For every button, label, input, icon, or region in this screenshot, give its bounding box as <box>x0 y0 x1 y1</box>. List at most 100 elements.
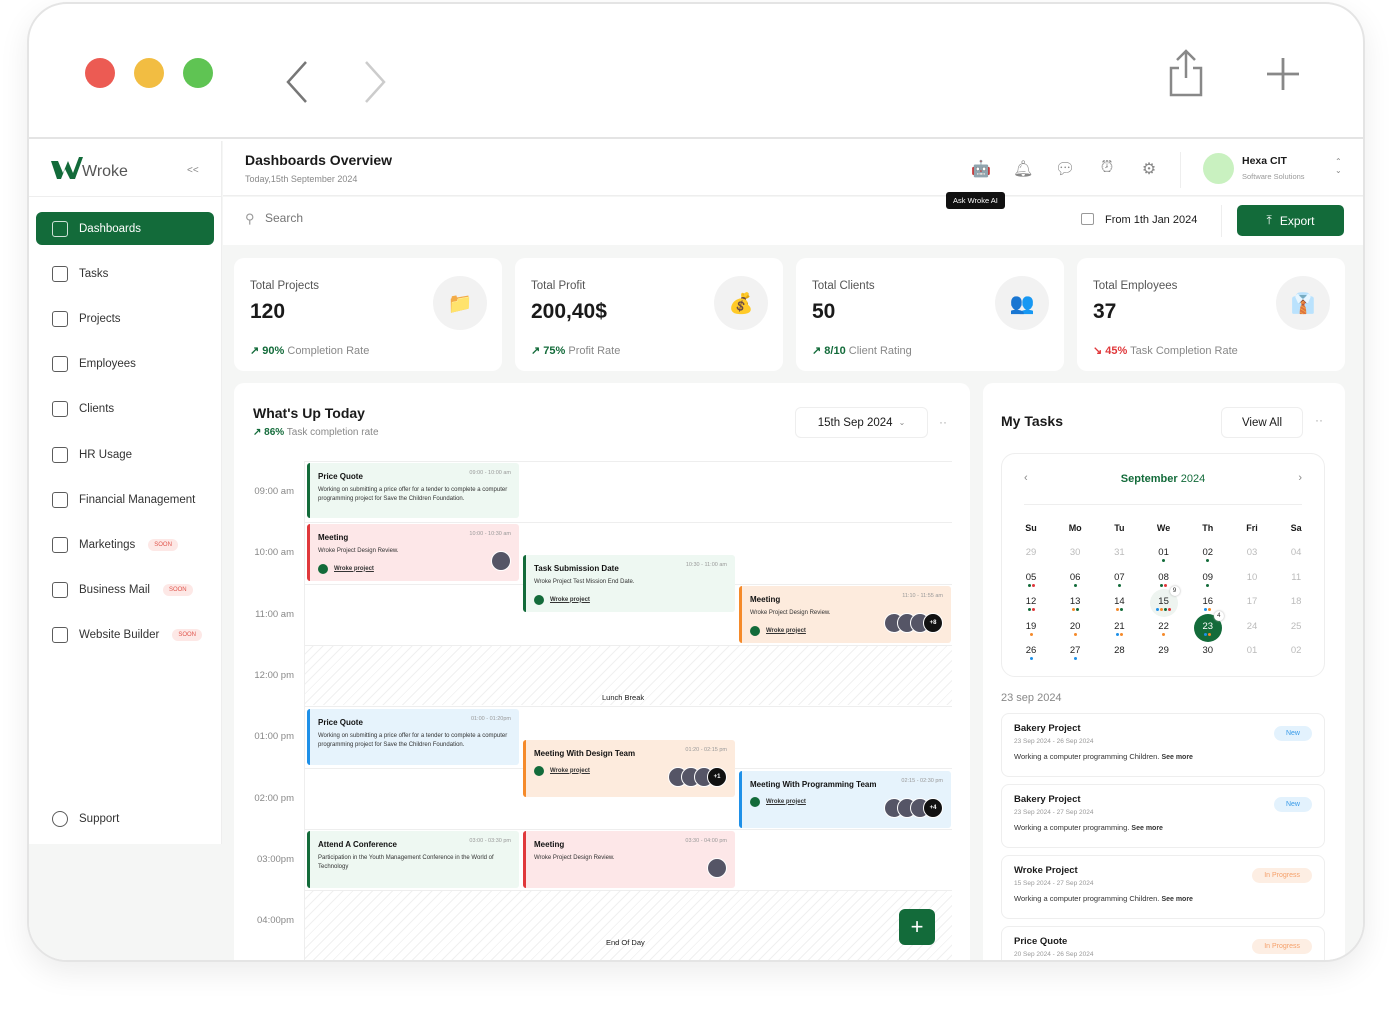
task-card[interactable]: Wroke Project 15 Sep 2024 - 27 Sep 2024 Wo… <box>1001 855 1325 919</box>
date-select[interactable]: 15th Sep 2024 ⌄ <box>795 407 928 438</box>
event-card[interactable]: 03:00 - 03:30 pm Attend A Conference Parti… <box>307 831 519 888</box>
minimize-window-button[interactable] <box>134 58 164 88</box>
prev-month-button[interactable]: ‹ <box>1024 472 1028 484</box>
calendar-day[interactable]: 23 4 <box>1193 610 1224 642</box>
calendar-day[interactable]: 30 <box>1193 645 1223 660</box>
maximize-window-button[interactable] <box>183 58 213 88</box>
see-more-link[interactable]: See more <box>1161 754 1193 761</box>
bell-icon[interactable]: 🔔︎ <box>1013 161 1034 178</box>
event-card[interactable]: 01:00 - 01:20pm Price Quote Working on sub… <box>307 709 519 765</box>
robot-ai-icon[interactable]: 🤖 <box>971 161 991 178</box>
see-more-link[interactable]: See more <box>1161 896 1193 903</box>
calendar-day[interactable]: 02 <box>1193 547 1223 562</box>
calendar-day[interactable]: 07 <box>1104 572 1134 587</box>
sidebar-item-financial-management[interactable]: Financial Management <box>36 483 214 516</box>
day-number: 13 <box>1069 596 1081 607</box>
next-month-button[interactable]: › <box>1298 472 1302 484</box>
sidebar-item-business-mail[interactable]: Business Mail SOON <box>36 574 214 607</box>
more-options-icon[interactable]: ·· <box>939 415 947 429</box>
event-card[interactable]: 01:20 - 02:15 pm Meeting With Design Team… <box>523 740 735 797</box>
sidebar-item-dashboards[interactable]: Dashboards <box>36 212 214 245</box>
export-button[interactable]: ⤒ Export <box>1237 205 1344 236</box>
task-card[interactable]: Bakery Project 23 Sep 2024 - 27 Sep 2024 W… <box>1001 784 1325 848</box>
sidebar-item-employees[interactable]: Employees <box>36 348 214 381</box>
calendar-day[interactable]: 18 <box>1281 596 1311 611</box>
alarm-clock-icon[interactable]: ⏰︎ <box>1100 159 1114 176</box>
company-avatar[interactable] <box>1203 153 1234 184</box>
calendar-day[interactable]: 30 <box>1060 547 1090 562</box>
calendar-day[interactable]: 01 <box>1237 645 1267 660</box>
calendar-day[interactable]: 29 <box>1016 547 1046 562</box>
share-icon[interactable] <box>1167 48 1205 98</box>
calendar-day[interactable]: 31 <box>1104 547 1134 562</box>
calendar-day[interactable]: 24 <box>1237 621 1267 636</box>
plus-icon[interactable] <box>1265 56 1301 92</box>
calendar-day[interactable]: 25 <box>1281 621 1311 636</box>
calendar-day[interactable]: 27 <box>1060 645 1090 660</box>
calendar-day[interactable]: 28 <box>1104 645 1134 660</box>
calendar-day[interactable]: 10 <box>1237 572 1267 587</box>
event-card[interactable]: 10:00 - 10:30 am Meeting Wroke Project Des… <box>307 524 519 581</box>
calendar-day[interactable]: 12 <box>1016 596 1046 611</box>
task-card[interactable]: Bakery Project 23 Sep 2024 - 26 Sep 2024 W… <box>1001 713 1325 777</box>
event-card[interactable]: 11:10 - 11:55 am Meeting Wroke Project Des… <box>739 586 951 643</box>
sidebar-item-website-builder[interactable]: Website Builder SOON <box>36 619 214 652</box>
calendar-day[interactable]: 29 <box>1149 645 1179 660</box>
calendar-day[interactable]: 15 9 <box>1149 586 1180 617</box>
calendar-day[interactable]: 13 <box>1060 596 1090 611</box>
calendar-day[interactable]: 19 <box>1016 621 1046 636</box>
trend-up-icon: ↗ <box>250 345 263 357</box>
more-options-icon[interactable]: ·· <box>1315 413 1323 427</box>
calendar-day[interactable]: 21 <box>1104 621 1134 636</box>
project-link[interactable]: Wroke project <box>534 595 727 605</box>
calendar-day[interactable]: 02 <box>1281 645 1311 660</box>
project-link[interactable]: Wroke project <box>318 564 511 574</box>
chevron-right-icon[interactable] <box>362 60 388 104</box>
calendar-day[interactable]: 16 <box>1193 596 1223 611</box>
calendar-day[interactable]: 22 <box>1149 621 1179 636</box>
event-dot <box>1204 632 1208 636</box>
chevron-left-icon[interactable] <box>284 60 310 104</box>
event-time: 01:00 - 01:20pm <box>470 716 511 722</box>
sidebar-item-hr-usage[interactable]: HR Usage <box>36 438 214 471</box>
calendar-day[interactable]: 08 <box>1149 572 1179 587</box>
search-input[interactable] <box>265 211 565 225</box>
project-link[interactable]: Wroke project <box>750 626 943 636</box>
calendar-day[interactable]: 01 <box>1149 547 1179 562</box>
event-card[interactable]: 03:30 - 04:00 pm Meeting Wroke Project Des… <box>523 831 735 888</box>
close-window-button[interactable] <box>85 58 115 88</box>
calendar-day[interactable]: 14 <box>1104 596 1134 611</box>
calendar-day[interactable]: 09 <box>1193 572 1223 587</box>
sidebar-item-projects[interactable]: Projects <box>36 302 214 335</box>
hour-label: 11:00 am <box>255 608 294 620</box>
project-link[interactable]: Wroke project <box>750 797 943 807</box>
event-time: 10:00 - 10:30 am <box>469 531 511 537</box>
see-more-link[interactable]: See more <box>1131 825 1163 832</box>
calendar-day[interactable]: 26 <box>1016 645 1046 660</box>
event-card[interactable]: 10:30 - 11:00 am Task Submission Date Wrok… <box>523 555 735 612</box>
project-link[interactable]: Wroke project <box>534 766 727 776</box>
view-all-button[interactable]: View All <box>1221 407 1303 438</box>
calendar-day[interactable]: 06 <box>1060 572 1090 587</box>
event-card[interactable]: 09:00 - 10:00 am Price Quote Working on su… <box>307 463 519 518</box>
sidebar-item-marketings[interactable]: Marketings SOON <box>36 528 214 561</box>
calendar-day[interactable]: 04 <box>1281 547 1311 562</box>
add-event-button[interactable]: + <box>899 909 935 945</box>
calendar-day[interactable]: 20 <box>1060 621 1090 636</box>
task-card[interactable]: Price Quote 20 Sep 2024 - 26 Sep 2024 In … <box>1001 926 1325 960</box>
event-time: 03:00 - 03:30 pm <box>469 838 511 844</box>
date-range-filter[interactable]: From 1th Jan 2024 <box>1105 214 1198 226</box>
stat-illustration-icon: 👔 <box>1276 276 1330 330</box>
collapse-sidebar-button[interactable]: << <box>187 165 199 176</box>
chat-icon[interactable]: 💬︎ <box>1055 161 1076 178</box>
account-switch-icon[interactable]: ⌃ ⌄ <box>1335 157 1342 175</box>
event-card[interactable]: 02:15 - 02:30 pm Meeting With Programming… <box>739 771 951 828</box>
sidebar-item-support[interactable]: Support <box>36 802 214 835</box>
gear-icon[interactable]: ⚙ <box>1141 161 1157 178</box>
calendar-day[interactable]: 17 <box>1237 596 1267 611</box>
sidebar-item-clients[interactable]: Clients <box>36 393 214 426</box>
sidebar-item-tasks[interactable]: Tasks <box>36 257 214 290</box>
calendar-day[interactable]: 03 <box>1237 547 1267 562</box>
calendar-day[interactable]: 11 <box>1281 572 1311 587</box>
calendar-day[interactable]: 05 <box>1016 572 1046 587</box>
